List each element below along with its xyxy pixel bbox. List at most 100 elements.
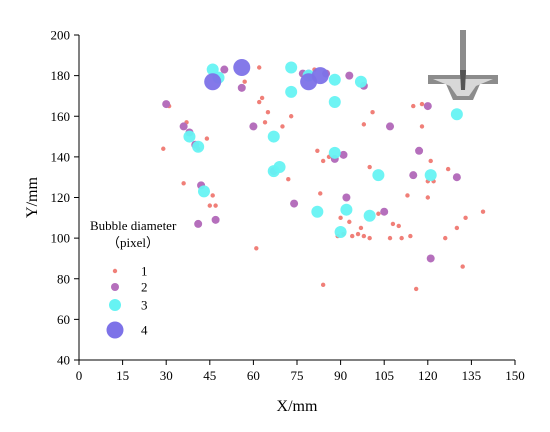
point-size-1 — [318, 191, 323, 196]
legend-marker-1 — [112, 268, 118, 274]
legend-marker-3 — [109, 299, 121, 311]
x-tick-label: 90 — [334, 368, 347, 383]
point-size-2 — [415, 146, 424, 155]
x-tick-label: 150 — [505, 368, 525, 383]
point-size-1 — [320, 158, 326, 164]
point-size-2 — [409, 171, 418, 180]
point-size-4 — [204, 73, 222, 91]
legend-marker-4 — [106, 321, 124, 339]
point-size-1 — [370, 109, 375, 115]
point-size-1 — [396, 223, 401, 229]
point-size-3 — [334, 226, 347, 239]
scatter-marks — [161, 59, 486, 292]
point-size-1 — [419, 101, 425, 107]
y-tick-label: 200 — [51, 28, 71, 43]
point-size-3 — [328, 146, 341, 159]
point-size-1 — [347, 219, 352, 225]
legend-label-1: 1 — [141, 264, 148, 279]
point-size-3 — [372, 169, 385, 182]
point-size-3 — [340, 203, 353, 216]
point-size-1 — [358, 225, 364, 231]
x-tick-label: 120 — [418, 368, 438, 383]
x-tick-label: 30 — [160, 368, 173, 383]
point-size-2 — [162, 100, 171, 109]
point-size-1 — [405, 193, 410, 198]
point-size-1 — [181, 181, 186, 186]
x-tick-label: 45 — [203, 368, 216, 383]
point-size-3 — [197, 185, 210, 198]
point-size-3 — [363, 209, 376, 222]
point-size-1 — [425, 195, 430, 200]
y-tick-label: 140 — [51, 149, 71, 164]
point-size-1 — [460, 264, 465, 269]
legend-label-4: 4 — [141, 323, 148, 338]
legend-marker-2 — [111, 283, 119, 291]
point-size-1 — [242, 79, 247, 84]
point-size-1 — [361, 233, 367, 239]
point-size-1 — [257, 65, 262, 70]
point-size-2 — [290, 199, 299, 208]
y-tick-label: 160 — [51, 109, 71, 124]
legend-title: Bubble diameter — [90, 218, 177, 233]
point-size-1 — [445, 166, 451, 172]
point-size-1 — [399, 235, 404, 241]
point-size-3 — [273, 161, 286, 174]
point-size-2 — [342, 193, 351, 202]
point-size-2 — [339, 150, 348, 159]
point-size-3 — [192, 140, 205, 153]
point-size-1 — [480, 209, 486, 214]
point-size-1 — [454, 225, 460, 231]
point-size-1 — [350, 233, 355, 239]
point-size-2 — [211, 215, 220, 224]
point-size-2 — [426, 254, 435, 263]
point-size-1 — [257, 99, 262, 105]
point-size-1 — [443, 235, 448, 241]
point-size-3 — [285, 61, 298, 74]
point-size-1 — [463, 215, 468, 221]
x-tick-label: 105 — [374, 368, 394, 383]
y-tick-label: 60 — [57, 312, 70, 327]
point-size-1 — [286, 177, 291, 182]
point-size-3 — [285, 85, 298, 98]
point-size-1 — [338, 215, 343, 221]
point-size-1 — [408, 233, 413, 239]
impeller-shaft — [460, 30, 466, 77]
point-size-1 — [288, 114, 294, 119]
point-size-4 — [311, 67, 329, 85]
point-size-2 — [386, 122, 395, 131]
x-tick-label: 135 — [462, 368, 482, 383]
point-size-1 — [262, 120, 268, 125]
y-tick-label: 80 — [57, 271, 70, 286]
point-size-3 — [424, 169, 437, 182]
point-size-1 — [419, 124, 425, 129]
point-size-3 — [328, 96, 341, 109]
x-axis-title: X/mm — [277, 398, 318, 415]
point-size-2 — [452, 173, 461, 182]
x-tick-label: 0 — [76, 368, 83, 383]
point-size-1 — [390, 221, 396, 227]
point-size-1 — [367, 164, 372, 170]
legend-label-2: 2 — [141, 280, 148, 295]
point-size-3 — [328, 73, 341, 86]
impeller-icon — [428, 30, 498, 100]
x-tick-label: 75 — [291, 368, 304, 383]
impeller-center — [460, 70, 466, 90]
x-axis-ticks: 0 15 30 45 60 75 90 105 120 135 150 — [76, 360, 525, 383]
point-size-3 — [311, 205, 324, 218]
point-size-1 — [254, 246, 259, 251]
point-size-2 — [345, 71, 354, 80]
point-size-2 — [237, 83, 246, 92]
point-size-1 — [259, 95, 265, 101]
legend-items: 12 3 4 — [106, 264, 148, 339]
point-size-1 — [376, 211, 381, 216]
point-size-1 — [411, 103, 416, 109]
point-size-1 — [315, 148, 320, 153]
y-tick-label: 180 — [51, 68, 71, 83]
point-size-1 — [387, 235, 393, 241]
point-size-1 — [280, 124, 285, 129]
axes: 0 15 30 45 60 75 90 105 120 135 150 40608010012014… — [51, 28, 525, 384]
y-axis-title: Y/mm — [24, 177, 41, 218]
point-size-2 — [423, 102, 432, 111]
point-size-3 — [183, 130, 196, 143]
